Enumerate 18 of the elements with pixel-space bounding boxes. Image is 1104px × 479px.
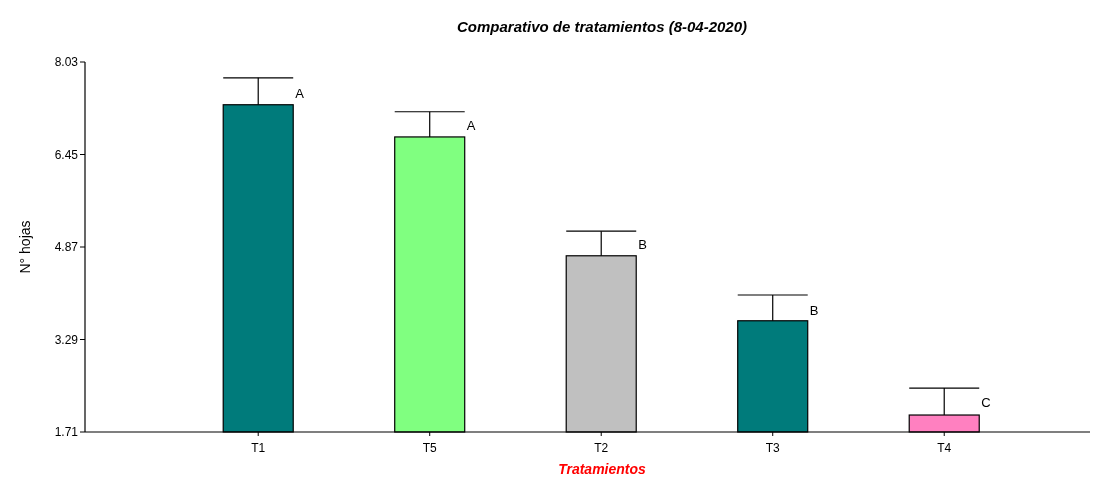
- y-tick-label: 3.29: [54, 332, 79, 347]
- x-tick-label: T4: [937, 441, 952, 455]
- x-tick-label: T5: [422, 441, 438, 455]
- y-axis-title: N° hojas: [17, 220, 33, 274]
- y-tick-label: 4.87: [54, 240, 79, 255]
- x-tick-label: T2: [594, 441, 609, 455]
- annotation: A: [295, 85, 305, 101]
- annotation: A: [466, 117, 476, 133]
- annotation: C: [981, 395, 991, 411]
- y-tick-label: 1.71: [54, 425, 79, 440]
- x-tick-label: T1: [251, 441, 266, 455]
- annotation: B: [638, 236, 647, 252]
- annotation: B: [809, 302, 819, 318]
- x-axis-title: Tratamientos: [558, 461, 647, 477]
- x-tick-label: T3: [765, 441, 781, 455]
- chart-title: Comparativo de tratamientos (8-04-2020): [456, 18, 748, 35]
- y-tick-label: 6.45: [54, 147, 79, 162]
- y-tick-label: 8.03: [54, 55, 79, 70]
